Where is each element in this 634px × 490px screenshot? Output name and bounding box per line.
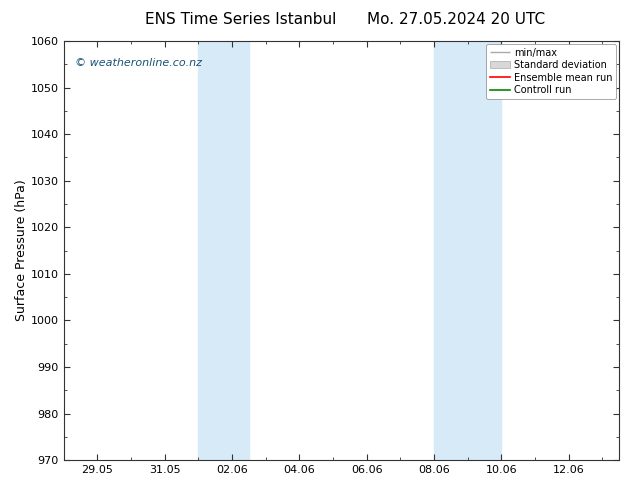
Legend: min/max, Standard deviation, Ensemble mean run, Controll run: min/max, Standard deviation, Ensemble me…: [486, 44, 616, 99]
Bar: [198, 41, 249, 460]
Y-axis label: Surface Pressure (hPa): Surface Pressure (hPa): [15, 180, 28, 321]
Text: © weatheronline.co.nz: © weatheronline.co.nz: [75, 58, 202, 68]
Bar: [434, 41, 501, 460]
Text: ENS Time Series Istanbul: ENS Time Series Istanbul: [145, 12, 337, 27]
Text: Mo. 27.05.2024 20 UTC: Mo. 27.05.2024 20 UTC: [368, 12, 545, 27]
